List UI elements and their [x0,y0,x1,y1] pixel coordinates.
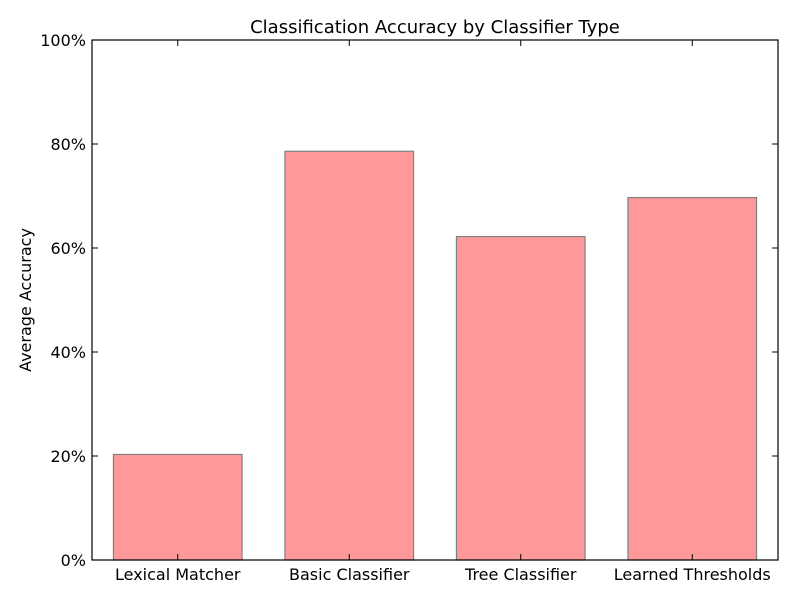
x-tick-label: Lexical Matcher [115,565,241,584]
y-tick-label: 60% [50,239,86,258]
bars-group [112,150,758,561]
y-axis-label: Average Accuracy [16,228,35,372]
bar-2 [455,235,586,561]
bar-3 [627,196,758,561]
y-tick-label: 20% [50,447,86,466]
y-ticks-group: 0% 20% 40% 60% 80% 100% [40,31,778,570]
x-tick-label: Tree Classifier [464,565,577,584]
x-tick-label: Basic Classifier [289,565,410,584]
y-tick-label: 40% [50,343,86,362]
y-tick-label: 0% [61,551,86,570]
y-tick-label: 80% [50,135,86,154]
chart-title: Classification Accuracy by Classifier Ty… [250,17,620,38]
y-tick-label: 100% [40,31,86,50]
x-ticks-group: Lexical Matcher Basic Classifier Tree Clas… [115,40,771,584]
x-tick-label: Learned Thresholds [614,565,771,584]
bar-0 [112,453,243,561]
plot-frame [91,39,779,561]
bar-1 [284,150,415,561]
